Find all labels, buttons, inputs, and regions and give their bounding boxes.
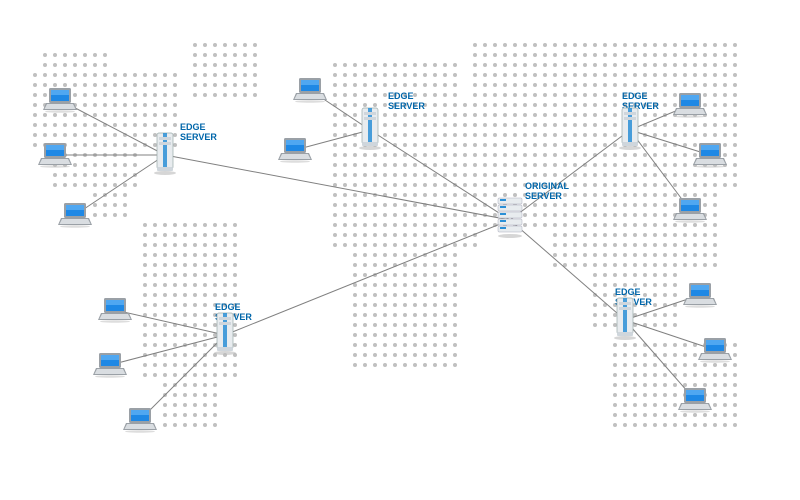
edge-server-icon: [356, 104, 384, 157]
laptop-icon: [42, 87, 78, 118]
origin-server-label: ORIGINALSERVER: [525, 182, 569, 202]
laptop-icon: [697, 337, 733, 368]
edge-server-icon: [151, 129, 179, 182]
edge-server-icon: [211, 309, 239, 362]
edge-server-label: EDGESERVER: [388, 92, 425, 112]
laptop-icon: [37, 142, 73, 173]
connection-lines: [0, 0, 800, 500]
edge-server-icon: [616, 104, 644, 157]
laptop-icon: [682, 282, 718, 313]
laptop-icon: [122, 407, 158, 438]
laptop-icon: [672, 197, 708, 228]
laptop-icon: [277, 137, 313, 168]
laptop-icon: [57, 202, 93, 233]
laptop-icon: [292, 77, 328, 108]
laptop-icon: [672, 92, 708, 123]
edge-server-icon: [611, 294, 639, 347]
laptop-icon: [97, 297, 133, 328]
origin-server-icon: [496, 194, 524, 247]
laptop-icon: [692, 142, 728, 173]
laptop-icon: [92, 352, 128, 383]
edge-server-label: EDGESERVER: [180, 123, 217, 143]
laptop-icon: [677, 387, 713, 418]
